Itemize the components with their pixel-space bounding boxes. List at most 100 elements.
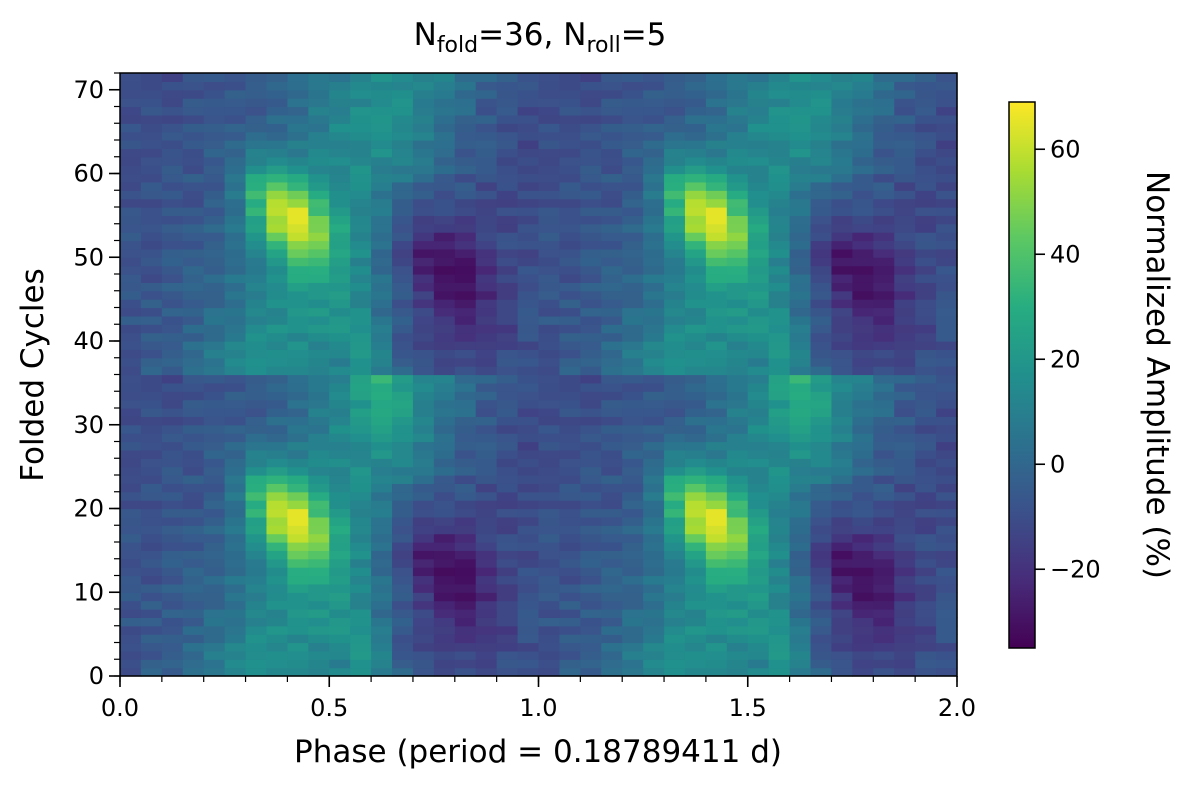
heatmap-cell: [831, 516, 853, 526]
heatmap-cell: [371, 567, 393, 577]
heatmap-cell: [266, 458, 288, 468]
heatmap-cell: [392, 449, 414, 459]
heatmap-cell: [496, 433, 519, 443]
heatmap-cell: [517, 207, 540, 216]
heatmap-cell: [412, 131, 435, 141]
heatmap-cell: [433, 458, 456, 468]
heatmap-cell: [538, 357, 561, 367]
heatmap-cell: [120, 416, 142, 426]
heatmap-cell: [810, 366, 833, 376]
heatmap-cell: [936, 667, 958, 677]
heatmap-cell: [454, 466, 477, 476]
heatmap-cell: [392, 441, 414, 451]
heatmap-cell: [329, 73, 351, 82]
heatmap-cell: [622, 123, 644, 133]
heatmap-cell: [245, 232, 268, 242]
heatmap-cell: [580, 165, 602, 175]
heatmap-cell: [747, 525, 770, 535]
heatmap-cell: [475, 366, 498, 376]
heatmap-cell: [371, 366, 393, 376]
heatmap-cell: [789, 533, 812, 543]
heatmap-cell: [308, 315, 330, 325]
heatmap-cell: [140, 307, 163, 317]
heatmap-cell: [664, 516, 686, 526]
heatmap-cell: [643, 299, 665, 309]
heatmap-cell: [287, 307, 309, 317]
heatmap-cell: [915, 106, 937, 116]
heatmap-cell: [915, 500, 937, 510]
heatmap-cell: [203, 215, 226, 225]
heatmap-cell: [873, 223, 895, 233]
heatmap-cell: [684, 106, 707, 116]
heatmap-cell: [287, 257, 309, 267]
heatmap-cell: [140, 257, 163, 267]
heatmap-cell: [810, 458, 833, 468]
heatmap-cell: [433, 508, 456, 518]
heatmap-cell: [601, 433, 623, 443]
heatmap-cell: [768, 290, 791, 300]
heatmap-cell: [203, 173, 226, 183]
heatmap-cell: [433, 106, 456, 116]
heatmap-cell: [622, 290, 644, 300]
heatmap-cell: [308, 516, 330, 526]
heatmap-cell: [120, 341, 142, 350]
heatmap-cell: [726, 89, 749, 99]
heatmap-cell: [412, 500, 435, 510]
heatmap-cell: [308, 290, 330, 300]
heatmap-cell: [894, 123, 916, 133]
heatmap-cell: [622, 575, 644, 585]
heatmap-cell: [308, 408, 330, 417]
heatmap-cell: [433, 73, 456, 82]
heatmap-cell: [873, 265, 895, 275]
heatmap-cell: [894, 181, 916, 191]
title-part-0: N: [414, 17, 437, 53]
heatmap-cell: [643, 265, 665, 275]
heatmap-cell: [392, 583, 414, 593]
heatmap-cell: [664, 575, 686, 585]
heatmap-cell: [224, 123, 247, 133]
heatmap-cell: [705, 483, 728, 493]
heatmap-cell: [475, 165, 498, 175]
heatmap-cell: [622, 299, 644, 309]
heatmap-cell: [392, 625, 414, 635]
heatmap-cell: [454, 215, 477, 225]
heatmap-cell: [601, 131, 623, 141]
heatmap-cell: [266, 73, 288, 82]
heatmap-cell: [601, 207, 623, 216]
heatmap-cell: [245, 399, 268, 409]
heatmap-cell: [161, 357, 184, 367]
heatmap-cell: [517, 667, 540, 677]
heatmap-cell: [245, 315, 268, 325]
heatmap-cell: [643, 198, 665, 208]
heatmap-cell: [308, 324, 330, 334]
heatmap-cell: [915, 625, 937, 635]
heatmap-cell: [224, 207, 247, 216]
heatmap-cell: [915, 650, 937, 660]
heatmap-cell: [350, 341, 372, 350]
heatmap-cell: [161, 89, 184, 99]
heatmap-cell: [726, 98, 749, 108]
heatmap-cell: [266, 341, 288, 350]
heatmap-cell: [873, 114, 895, 124]
heatmap-cell: [810, 625, 833, 635]
heatmap-cell: [705, 466, 728, 476]
heatmap-cell: [496, 500, 519, 510]
heatmap-cell: [371, 131, 393, 141]
heatmap-cell: [873, 198, 895, 208]
heatmap-cell: [831, 114, 853, 124]
heatmap-cell: [747, 299, 770, 309]
heatmap-cell: [915, 123, 937, 133]
heatmap-cell: [496, 232, 519, 242]
heatmap-cell: [915, 307, 937, 317]
heatmap-cell: [287, 617, 309, 627]
heatmap-cell: [182, 106, 205, 116]
heatmap-cell: [454, 600, 477, 610]
heatmap-cell: [161, 667, 184, 677]
heatmap-cell: [182, 542, 205, 551]
heatmap-cell: [182, 140, 205, 149]
heatmap-cell: [852, 458, 874, 468]
heatmap-cell: [371, 441, 393, 451]
heatmap-cell: [705, 525, 728, 535]
title-part-2: =36, N: [478, 17, 586, 53]
heatmap-cell: [601, 659, 623, 669]
